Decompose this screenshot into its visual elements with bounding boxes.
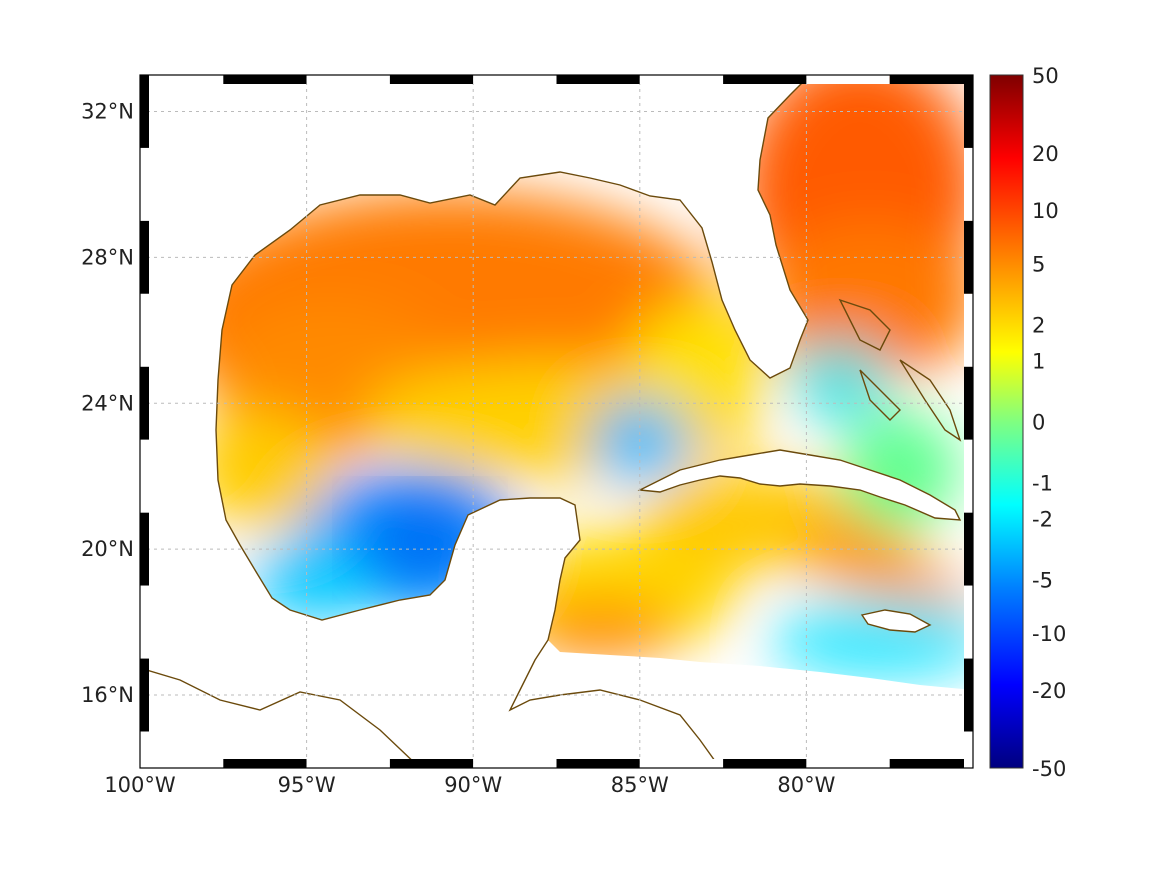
frame-segment xyxy=(723,759,807,768)
frame-segment xyxy=(964,658,973,732)
frame-segment xyxy=(556,759,640,768)
frame-segment xyxy=(964,220,973,294)
colorbar-tick-label: 0 xyxy=(1032,411,1045,435)
colorbar-tick-label: 50 xyxy=(1032,64,1059,88)
colorbar-tick-label: -1 xyxy=(1032,472,1053,496)
frame-segment xyxy=(306,759,390,768)
colorbar-tick-label: 20 xyxy=(1032,142,1059,166)
frame-segment xyxy=(140,759,224,768)
colorbar-gradient xyxy=(989,74,1024,769)
coastlines xyxy=(140,75,962,768)
colorbar-tick-label: 10 xyxy=(1032,199,1059,223)
colorbar-tick-label: -50 xyxy=(1032,757,1066,781)
colorbar-tick-label: 2 xyxy=(1032,314,1045,338)
colorbar-tick-label: -20 xyxy=(1032,679,1066,703)
frame-segment xyxy=(889,75,973,84)
frame-segment xyxy=(473,75,557,84)
longitude-tick-label: 90°W xyxy=(444,773,502,797)
frame-segment xyxy=(140,75,224,84)
colorbar-tick-label: -5 xyxy=(1032,568,1053,592)
sea-surface-field xyxy=(140,75,973,768)
colorbar-tick-label: -2 xyxy=(1032,507,1053,531)
frame-segment xyxy=(964,439,973,513)
frame-segment xyxy=(639,75,724,84)
latitude-tick-label: 16°N xyxy=(81,683,134,707)
frame-segment xyxy=(964,731,973,768)
frame-segment xyxy=(389,75,474,84)
frame-segment xyxy=(140,658,149,732)
longitude-tick-label: 80°W xyxy=(777,773,835,797)
frame-segment xyxy=(556,75,640,84)
frame-segment xyxy=(140,147,149,221)
colorbar-tick-label: -10 xyxy=(1032,622,1066,646)
frame-segment xyxy=(723,75,807,84)
frame-segment xyxy=(964,293,973,367)
frame-segment xyxy=(140,293,149,367)
latitude-tick-label: 28°N xyxy=(81,245,134,269)
frame-segment xyxy=(964,75,973,148)
frame-segment xyxy=(806,75,890,84)
longitude-labels: 100°W 95°W 90°W 85°W 80°W xyxy=(104,773,835,797)
frame-segment xyxy=(223,759,307,768)
frame-segment xyxy=(889,759,973,768)
frame-segment xyxy=(140,585,149,659)
frame-segment xyxy=(964,512,973,586)
frame-segment xyxy=(140,366,149,440)
frame-segment xyxy=(223,75,307,84)
frame-segment xyxy=(306,75,390,84)
frame-segment xyxy=(140,220,149,294)
frame-segment xyxy=(639,759,724,768)
colorbar-tick-label: 5 xyxy=(1032,253,1045,277)
frame-segment xyxy=(140,512,149,586)
frame-segment xyxy=(140,731,149,768)
latitude-tick-label: 32°N xyxy=(81,99,134,123)
latitude-tick-label: 20°N xyxy=(81,537,134,561)
frame-segment xyxy=(964,585,973,659)
longitude-tick-label: 100°W xyxy=(104,773,176,797)
frame-segment xyxy=(473,759,557,768)
latitude-tick-label: 24°N xyxy=(81,391,134,415)
longitude-tick-label: 95°W xyxy=(278,773,336,797)
frame-segment xyxy=(964,366,973,440)
frame-segment xyxy=(389,759,474,768)
map-frame xyxy=(139,74,974,769)
frame-segment xyxy=(140,75,149,148)
frame-border xyxy=(139,74,974,769)
latitude-labels: 32°N 28°N 24°N 20°N 16°N xyxy=(81,99,134,707)
grid-lines xyxy=(139,75,973,768)
colorbar-tick-label: 1 xyxy=(1032,349,1045,373)
frame-segment xyxy=(806,759,890,768)
frame-segment xyxy=(964,147,973,221)
frame-segment xyxy=(140,439,149,513)
longitude-tick-label: 85°W xyxy=(611,773,669,797)
